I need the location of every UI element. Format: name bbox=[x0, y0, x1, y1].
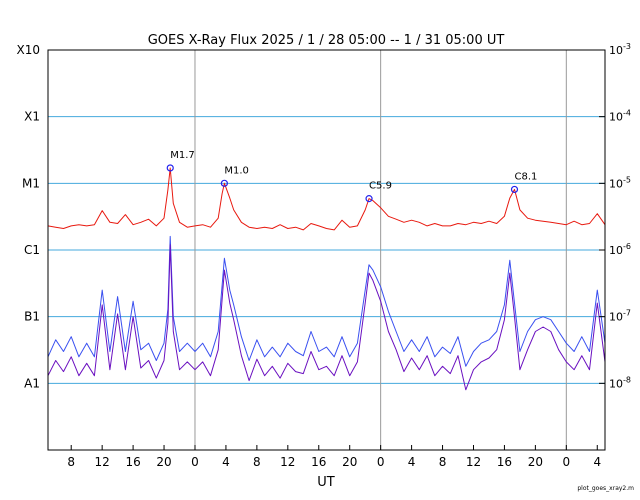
flare-layer: M1.7 M1.0 C5.9 C8.1 bbox=[166, 150, 537, 203]
x-axis-tick-label: 20 bbox=[342, 455, 357, 469]
x-axis-label: UT bbox=[317, 475, 335, 490]
flare-label: C8.1 bbox=[514, 171, 537, 182]
series-line-long bbox=[47, 167, 606, 231]
flare-marker bbox=[166, 164, 174, 172]
right-axis-label: 10-3 bbox=[609, 42, 631, 57]
x-axis-tick-label: 8 bbox=[67, 455, 75, 469]
flare-marker bbox=[365, 195, 373, 203]
flare-label: M1.0 bbox=[224, 165, 249, 176]
x-axis-tick-label: 8 bbox=[253, 455, 261, 469]
left-class-label: X1 bbox=[24, 110, 40, 124]
axis-layer: X10 X1 M1 C1 B1 A1 10-3 10-4 10-5 10-6 10-7 10-8 8 12… bbox=[17, 42, 631, 469]
x-axis-tick-label: 0 bbox=[191, 455, 199, 469]
series-layer bbox=[47, 167, 606, 391]
left-class-label: A1 bbox=[24, 376, 40, 390]
left-class-label: X10 bbox=[17, 43, 41, 57]
flare-marker bbox=[510, 185, 519, 194]
x-axis-tick-label: 8 bbox=[439, 455, 447, 469]
x-axis-tick-label: 12 bbox=[280, 455, 295, 469]
x-axis-tick-label: 20 bbox=[528, 455, 543, 469]
flare-marker bbox=[220, 179, 228, 187]
left-class-label: B1 bbox=[24, 310, 40, 324]
x-axis-tick-label: 0 bbox=[562, 455, 570, 469]
x-axis-tick-label: 4 bbox=[408, 455, 416, 469]
x-axis-tick-label: 16 bbox=[497, 455, 512, 469]
left-class-label: C1 bbox=[24, 243, 40, 257]
x-axis-tick-label: 0 bbox=[377, 455, 385, 469]
right-axis-label: 10-6 bbox=[609, 242, 631, 257]
series-line-short_a bbox=[47, 235, 606, 367]
grid-layer bbox=[48, 50, 605, 450]
flare-label: M1.7 bbox=[170, 150, 195, 161]
x-axis-tick-label: 4 bbox=[593, 455, 601, 469]
x-axis-tick-label: 12 bbox=[466, 455, 481, 469]
x-axis-tick-label: 4 bbox=[222, 455, 230, 469]
footer-note: plot_goes_xray2.m bbox=[577, 485, 634, 492]
series-line-short_b bbox=[47, 244, 606, 391]
left-class-label: M1 bbox=[22, 176, 40, 190]
right-axis-label: 10-7 bbox=[609, 309, 631, 324]
flare-label: C5.9 bbox=[369, 181, 392, 192]
right-axis-label: 10-5 bbox=[609, 175, 631, 190]
x-axis-tick-label: 12 bbox=[95, 455, 110, 469]
x-axis-tick-label: 16 bbox=[311, 455, 326, 469]
chart-title: GOES X-Ray Flux 2025 / 1 / 28 05:00 -- 1… bbox=[148, 33, 505, 48]
x-axis-tick-label: 16 bbox=[125, 455, 140, 469]
right-axis-label: 10-8 bbox=[609, 375, 631, 390]
x-axis-tick-label: 20 bbox=[156, 455, 171, 469]
right-axis-label: 10-4 bbox=[609, 109, 631, 124]
